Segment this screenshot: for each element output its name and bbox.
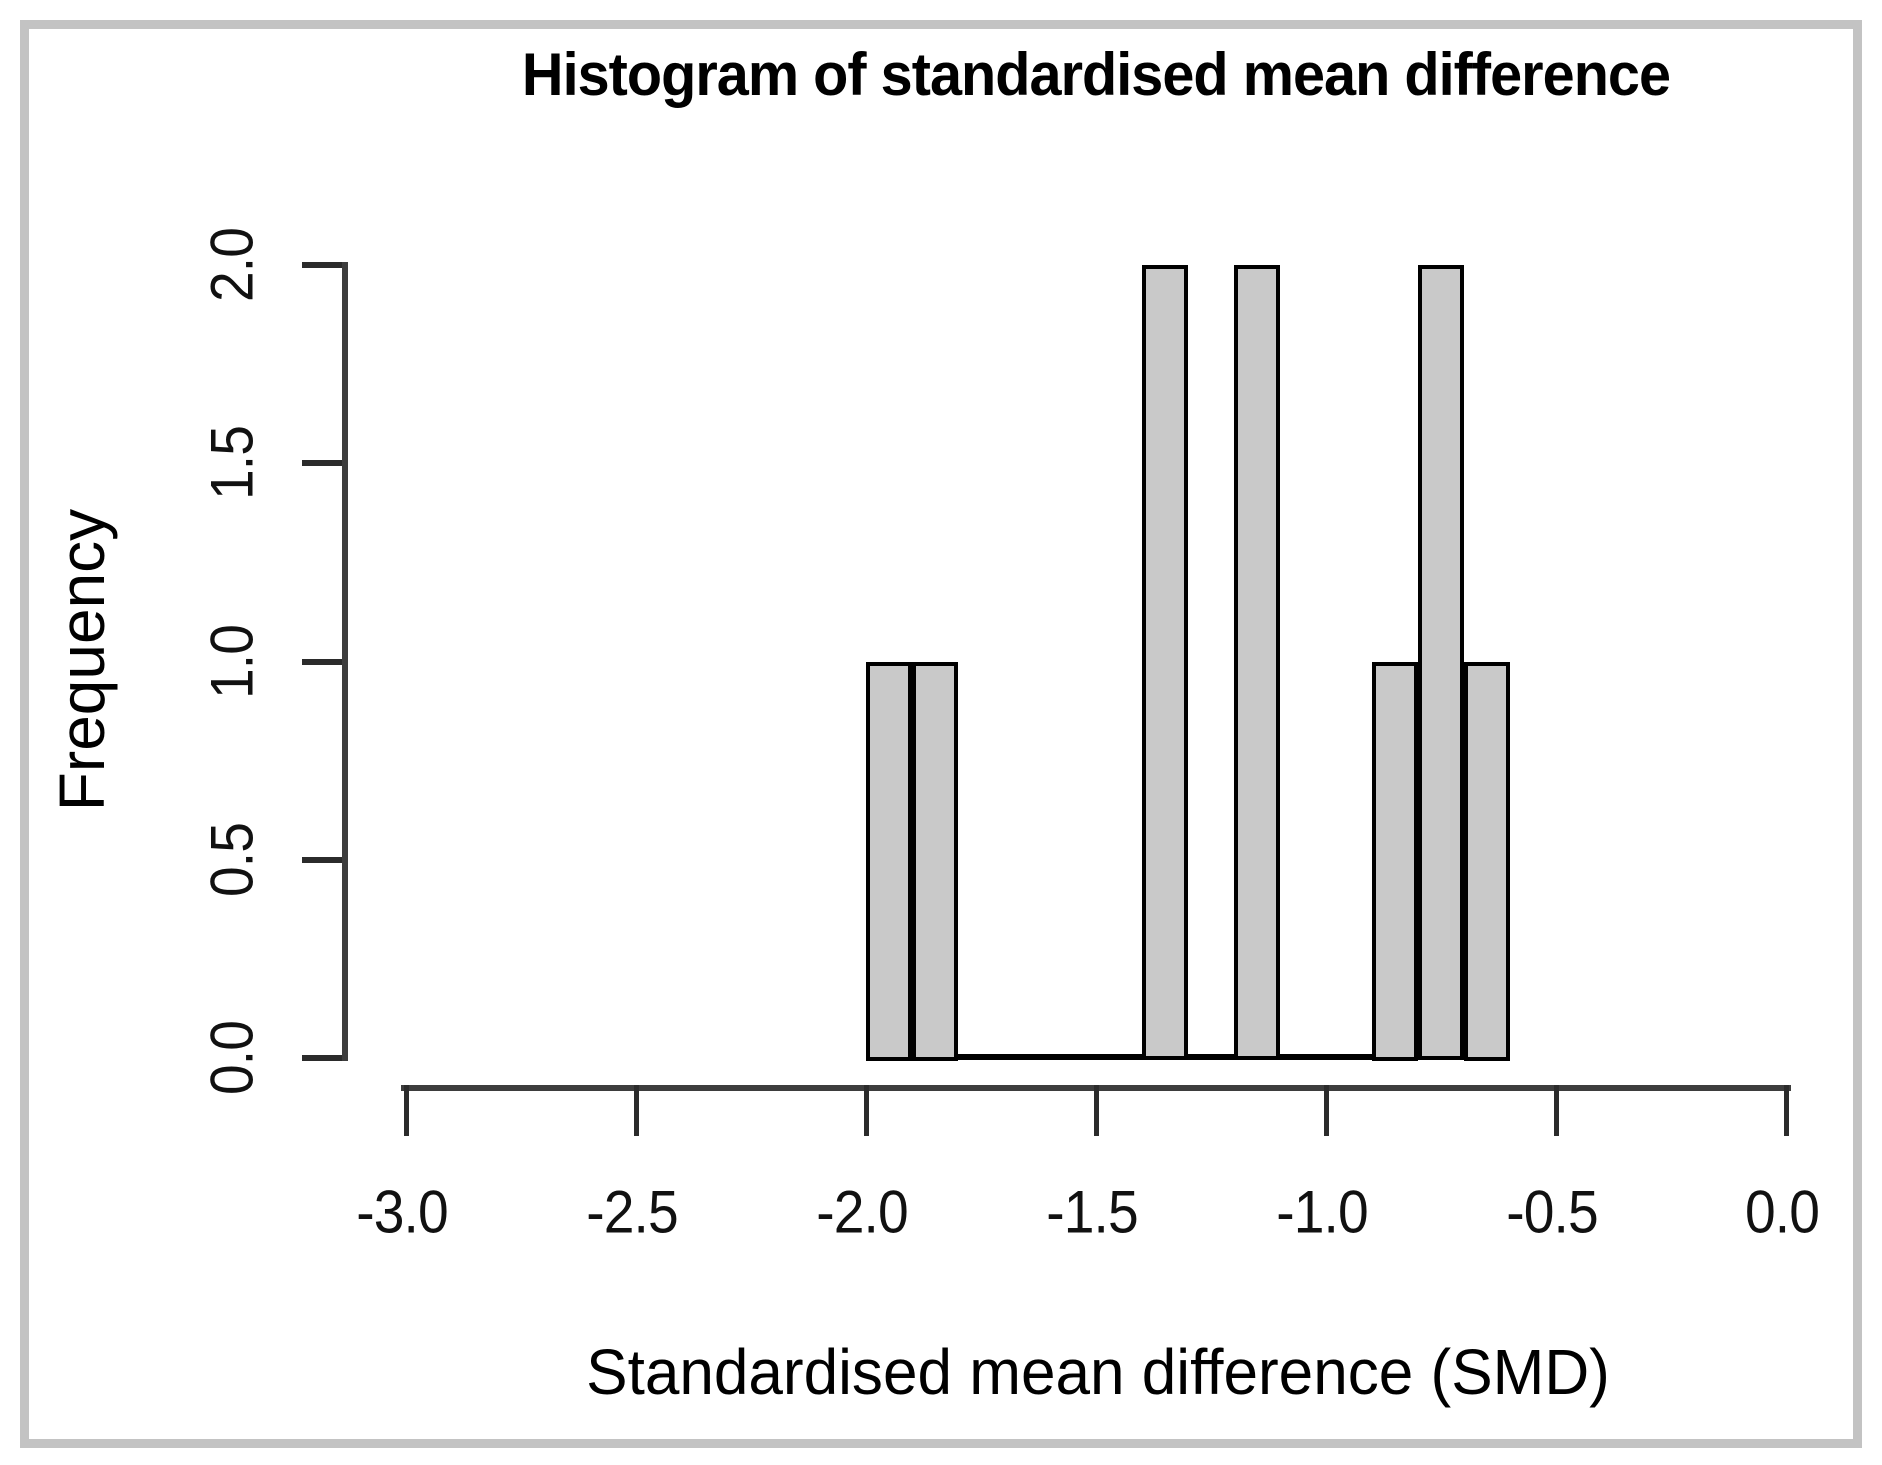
histogram-bar [912,662,958,1061]
x-axis-tick [404,1085,409,1136]
y-axis-tick [302,857,342,863]
histogram-bar [1142,265,1188,1060]
histogram-bar [1464,662,1510,1061]
x-axis-tick [1094,1085,1099,1136]
chart-title: Histogram of standardised mean differenc… [521,41,1671,108]
histogram-baseline [866,1054,1510,1060]
y-axis-tick-label: 1.5 [198,426,266,500]
x-axis-tick-label: -1.0 [1276,1178,1368,1246]
histogram-bar [1372,662,1418,1061]
histogram-bar [1234,265,1280,1060]
y-axis-tick-label: 0.0 [198,1021,266,1095]
y-axis-tick [302,460,342,466]
x-axis-tick-label: -2.5 [586,1178,678,1246]
x-axis-tick [1554,1085,1559,1136]
x-axis-tick-label: -1.5 [1046,1178,1138,1246]
x-axis-tick-label: -0.5 [1506,1178,1598,1246]
y-axis-tick [302,659,342,665]
y-axis-tick [302,1055,342,1061]
x-axis-tick-label: -3.0 [356,1178,448,1246]
x-axis-tick [634,1085,639,1136]
x-axis-tick [1324,1085,1329,1136]
y-axis-tick-label: 2.0 [198,228,266,302]
x-axis-tick-label: 0.0 [1745,1178,1820,1246]
histogram-bar [866,662,912,1061]
y-axis-line [342,262,348,1061]
x-axis-tick [864,1085,869,1136]
y-axis-label: Frequency [46,508,118,812]
y-axis-tick-label: 1.0 [198,625,266,699]
y-axis-tick-label: 0.5 [198,823,266,897]
x-axis-tick [1784,1085,1789,1136]
y-axis-tick [302,262,342,268]
histogram-bar [1418,265,1464,1060]
x-axis-label: Standardised mean difference (SMD) [586,1336,1610,1408]
x-axis-tick-label: -2.0 [816,1178,908,1246]
